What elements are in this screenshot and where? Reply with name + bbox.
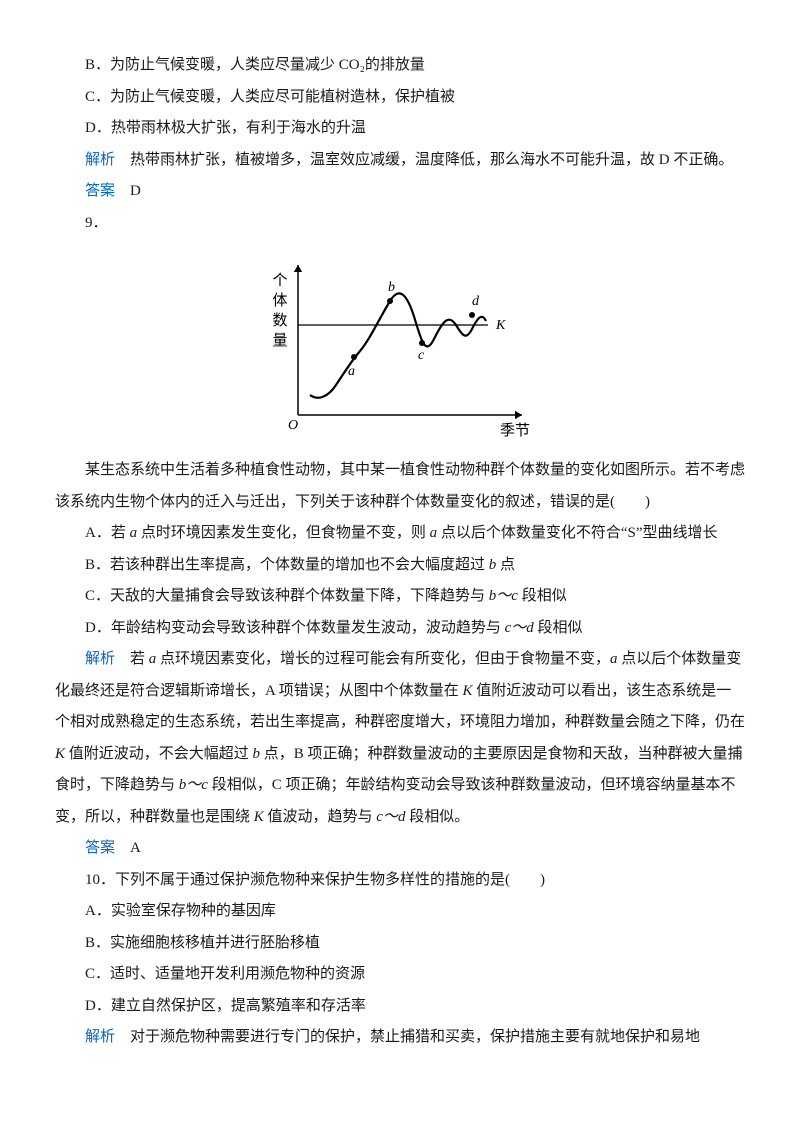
svg-text:体: 体 — [272, 292, 287, 309]
q10-analysis: 解析 对于濒危物种需要进行专门的保护，禁止捕猎和买卖，保护措施主要有就地保护和易… — [55, 1022, 745, 1054]
q10-stem: 10．下列不属于通过保护濒危物种来保护生物多样性的措施的是( ) — [55, 865, 745, 897]
analysis-text: 热带雨林扩张，植被增多，温室效应减缓，温度降低，那么海水不可能升温，故 D 不正… — [115, 152, 733, 168]
svg-text:季节: 季节 — [500, 422, 530, 439]
q9-chart: a b c d 个体数量季节 O K — [250, 247, 550, 447]
q9-number: 9． — [55, 208, 745, 240]
svg-text:O: O — [288, 418, 298, 433]
prev-option-c: C．为防止气候变暖，人类应尽可能植树造林，保护植被 — [55, 82, 745, 114]
prev-answer: 答案 D — [55, 176, 745, 208]
q9-option-a: A．若 a 点时环境因素发生变化，但食物量不变，则 a 点以后个体数量变化不符合… — [55, 518, 745, 550]
svg-text:K: K — [495, 318, 506, 333]
svg-text:a: a — [348, 364, 355, 379]
svg-text:b: b — [388, 280, 395, 295]
q9-answer: 答案 A — [55, 833, 745, 865]
q9-option-d: D．年龄结构变动会导致该种群个体数量发生波动，波动趋势与 c～d 段相似 — [55, 613, 745, 645]
q9-analysis: 解析 若 a 点环境因素变化，增长的过程可能会有所变化，但由于食物量不变，a 点… — [55, 644, 745, 833]
q10-option-c: C．适时、适量地开发利用濒危物种的资源 — [55, 959, 745, 991]
svg-text:量: 量 — [272, 333, 287, 349]
q9-option-c: C．天敌的大量捕食会导致该种群个体数量下降，下降趋势与 b～c 段相似 — [55, 581, 745, 613]
analysis-label: 解析 — [85, 1029, 115, 1045]
analysis-label: 解析 — [85, 651, 115, 667]
prev-option-b: B．为防止气候变暖，人类应尽量减少 CO₂的排放量 — [55, 50, 745, 82]
q10-option-d: D．建立自然保护区，提高繁殖率和存活率 — [55, 991, 745, 1023]
answer-label: 答案 — [85, 840, 115, 856]
q10-option-b: B．实施细胞核移植并进行胚胎移植 — [55, 928, 745, 960]
svg-text:数: 数 — [272, 312, 287, 329]
svg-text:d: d — [472, 294, 480, 309]
q9-stem-text: 某生态系统中生活着多种植食性动物，其中某一植食性动物种群个体数量的变化如图所示。… — [55, 462, 745, 510]
answer-label: 答案 — [85, 183, 115, 199]
q9-option-b: B．若该种群出生率提高，个体数量的增加也不会大幅度超过 b 点 — [55, 550, 745, 582]
q9-stem: 某生态系统中生活着多种植食性动物，其中某一植食性动物种群个体数量的变化如图所示。… — [55, 455, 745, 518]
prev-analysis: 解析 热带雨林扩张，植被增多，温室效应减缓，温度降低，那么海水不可能升温，故 D… — [55, 145, 745, 177]
answer-text: D — [115, 183, 141, 199]
prev-option-d: D．热带雨林极大扩张，有利于海水的升温 — [55, 113, 745, 145]
q10-option-a: A．实验室保存物种的基因库 — [55, 896, 745, 928]
analysis-label: 解析 — [85, 152, 115, 168]
svg-text:c: c — [418, 348, 425, 363]
svg-text:个: 个 — [272, 272, 287, 289]
